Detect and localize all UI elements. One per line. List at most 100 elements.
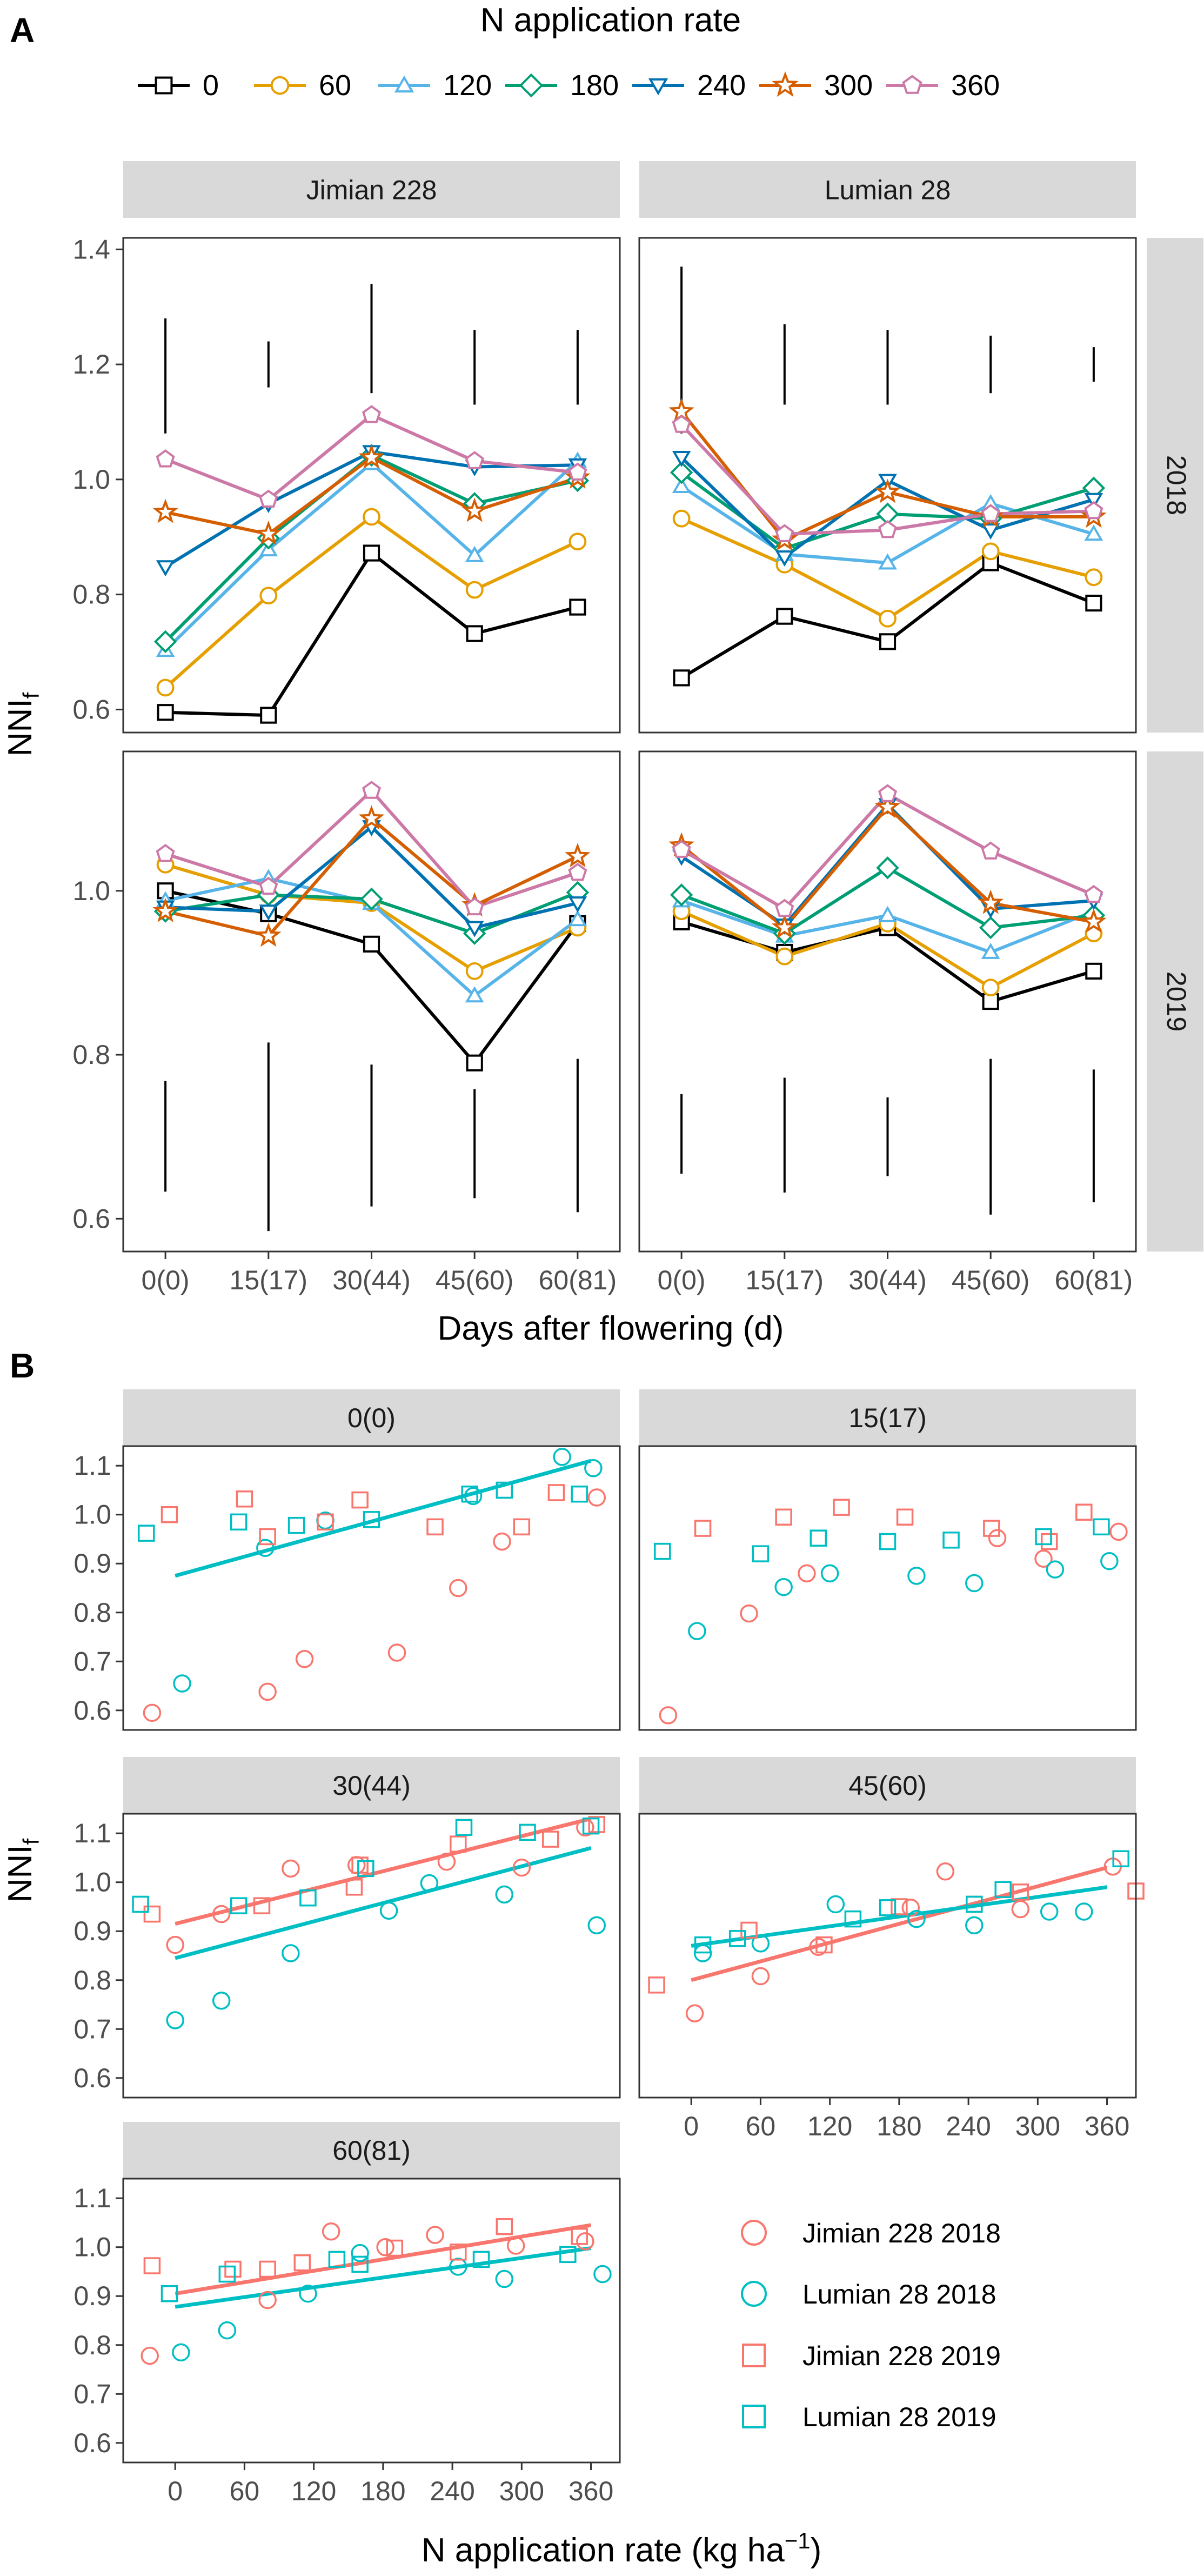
- fit-line-L: [175, 1846, 592, 1960]
- scatter-point-L2019: [132, 1895, 149, 1913]
- scatter-point-J2019: [648, 1976, 665, 1994]
- series-line-60: [164, 515, 579, 689]
- scatter-point-J2019: [450, 2244, 467, 2261]
- panel-label-a: A: [10, 11, 35, 50]
- scatter-point-J2018: [437, 1852, 456, 1871]
- y-tick-label: 1.1: [73, 1450, 111, 1481]
- strip: [123, 1757, 620, 1814]
- series-point-360: [259, 489, 278, 508]
- panel-a-y-axis-title-main: NNI: [2, 698, 39, 756]
- series-point-180: [979, 916, 1002, 940]
- panel-a-facet-0: 0.6 0.8 1.0 1.2 1.4: [72, 234, 621, 734]
- scatter-point-J2018: [809, 1938, 828, 1956]
- x-tick-label: 300: [1015, 2111, 1060, 2141]
- series-point-240: [775, 550, 794, 567]
- scatter-point-L2019: [496, 1481, 513, 1499]
- scatter-point-L2018: [212, 1992, 231, 2010]
- scatter-point-L2018: [495, 2269, 514, 2288]
- legend-b-marker: [741, 2220, 767, 2246]
- legend-b-marker: [742, 2405, 766, 2428]
- y-tick-label: 0.8: [72, 580, 110, 610]
- y-tick-label: 1.0: [73, 2232, 111, 2262]
- scatter-point-J2019: [542, 1831, 559, 1848]
- scatter-point-J2019: [143, 2257, 161, 2274]
- scatter-point-J2018: [587, 1488, 606, 1507]
- scatter-point-J2018: [143, 1703, 162, 1722]
- legend-b-label: Lumian 28 2019: [802, 2402, 996, 2432]
- scatter-point-L2018: [907, 1909, 926, 1928]
- panel-b-x-axis-title-sup: −1: [785, 2528, 811, 2553]
- scatter-point-J2018: [141, 2346, 159, 2365]
- series-point-120: [878, 553, 897, 570]
- series-point-240: [568, 896, 587, 913]
- series-point-60: [879, 609, 897, 628]
- scatter-point-L2018: [420, 1874, 439, 1893]
- series-point-0: [879, 633, 897, 650]
- series-point-60: [259, 587, 278, 605]
- panel-frame: [122, 2178, 621, 2464]
- scatter-point-L2018: [774, 1577, 793, 1596]
- x-tick-label: 240: [430, 2476, 474, 2506]
- scatter-point-J2019: [345, 1879, 363, 1896]
- series-point-0: [363, 544, 380, 562]
- series-point-60: [156, 678, 175, 697]
- scatter-point-L2019: [582, 1817, 600, 1835]
- y-tick-label: 1.0: [72, 876, 110, 906]
- scatter-point-J2019: [571, 2228, 588, 2245]
- scatter-point-J2018: [493, 1532, 511, 1551]
- strip-label: 15(17): [848, 1403, 927, 1433]
- series-point-300: [978, 889, 1004, 914]
- scatter-point-J2019: [143, 1905, 161, 1923]
- scatter-point-J2018: [901, 1899, 920, 1917]
- x-tick-label: 0: [684, 2111, 699, 2141]
- legend-a-item-300: 300: [759, 69, 873, 102]
- series-point-300: [874, 478, 901, 503]
- panel-frame: [122, 1445, 621, 1731]
- panel-b-x-axis-title-end: ): [811, 2532, 822, 2569]
- y-tick-label: 1.4: [72, 234, 110, 264]
- scatter-point-J2019: [775, 1508, 792, 1526]
- y-tick-label: 0.9: [73, 1548, 111, 1579]
- y-tick-label: 0.8: [72, 1040, 110, 1070]
- series-point-300: [1081, 908, 1107, 933]
- scatter-point-J2018: [166, 1935, 184, 1954]
- y-tick-label: 0.6: [72, 694, 110, 724]
- x-tick-label: 45(60): [436, 1265, 514, 1295]
- series-point-300: [565, 843, 591, 868]
- scatter-point-L2018: [449, 2258, 467, 2276]
- legend-a-label-360: 360: [951, 69, 1000, 102]
- legend-a: 0 60 120 180 240 300 360: [138, 69, 1000, 102]
- scatter-point-J2019: [815, 1936, 833, 1954]
- scatter-point-L2018: [1100, 1552, 1119, 1570]
- series-point-240: [672, 451, 691, 468]
- y-tick-label: 0.8: [73, 1597, 111, 1628]
- fit-line-J: [691, 1866, 1108, 1982]
- scatter-point-J2018: [988, 1529, 1007, 1547]
- series-point-0: [569, 598, 586, 616]
- legend-b-label: Jimian 228 2019: [802, 2341, 1001, 2371]
- x-tick-label: 15(17): [746, 1265, 824, 1295]
- fit-line-L: [175, 2246, 592, 2309]
- scatter-point-J2019: [259, 1528, 276, 1546]
- legend-b: Jimian 228 2018 Lumian 28 2018 Jimian 228 …: [741, 2218, 1001, 2432]
- series-point-240: [1084, 492, 1103, 509]
- series-point-60: [1085, 568, 1103, 587]
- scatter-point-J2019: [983, 1520, 1000, 1537]
- series-point-180: [876, 856, 899, 880]
- series-point-300: [874, 794, 901, 818]
- scatter-point-J2019: [1075, 1503, 1093, 1521]
- scatter-point-L2018: [379, 1901, 398, 1920]
- scatter-point-L2018: [218, 2321, 237, 2340]
- panel-b-facet-0: 0(0) 0.6 0.7 0.8 0.9 1.0 1.1: [73, 1389, 621, 1731]
- scatter-point-L2018: [688, 1622, 706, 1640]
- series-point-180: [670, 461, 693, 484]
- scatter-point-J2019: [496, 2218, 513, 2235]
- panel-frame: [638, 1813, 1137, 2099]
- x-tick-label: 30(44): [332, 1265, 411, 1295]
- legend-a-label-60: 60: [319, 69, 351, 102]
- panel-a-y-axis-title-sub: f: [18, 692, 44, 698]
- series-point-360: [465, 897, 484, 916]
- panel-b-facet-2: 30(44) 0.6 0.7 0.8 0.9 1.0 1.1: [73, 1757, 621, 2099]
- series-point-360: [775, 524, 794, 542]
- series-point-360: [1084, 501, 1103, 520]
